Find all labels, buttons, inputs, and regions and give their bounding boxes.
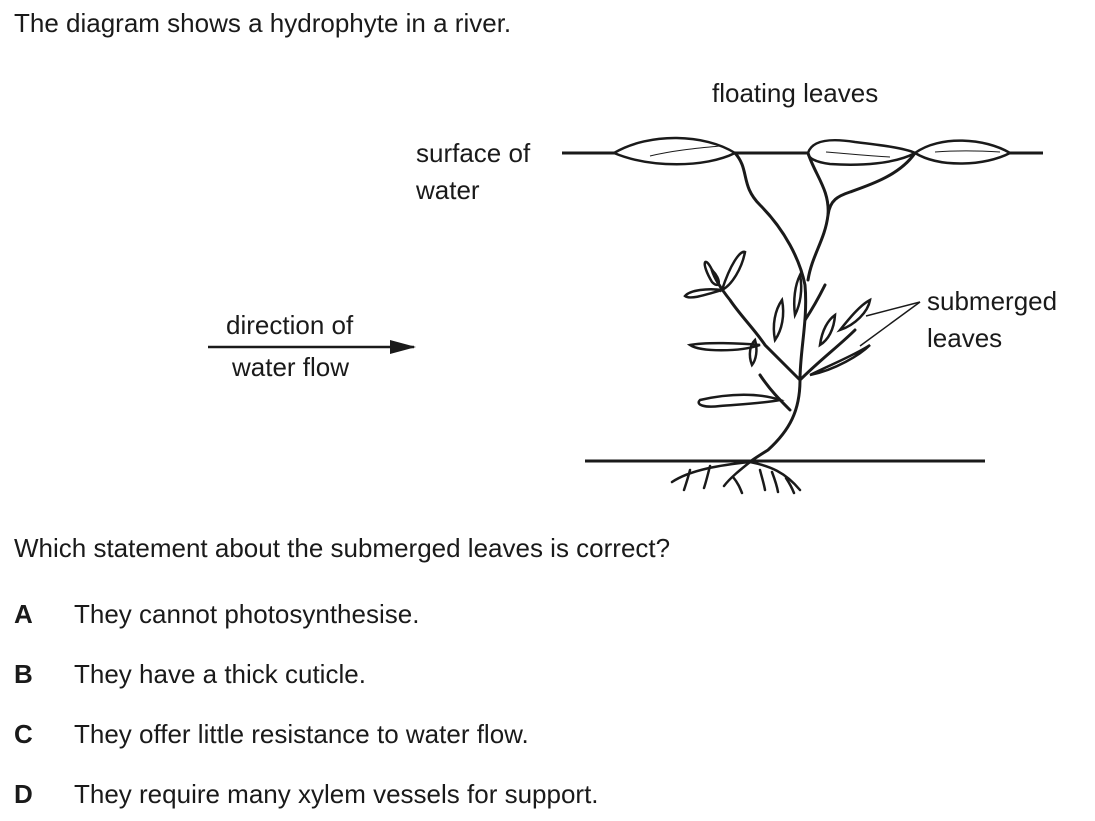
option-text: They have a thick cuticle. [74,659,366,689]
hydrophyte-diagram: floating leaves surface of water directi… [208,78,1057,495]
floating-leaf-right [912,139,1013,165]
option-text: They cannot photosynthesise. [74,599,420,629]
surface-label-line2: water [415,175,480,205]
option-letter: D [14,779,33,809]
floating-leaves-label: floating leaves [712,78,878,108]
option-d[interactable]: D They require many xylem vessels for su… [14,777,599,811]
plant-stems [710,151,917,464]
question-text: Which statement about the submerged leav… [14,533,671,563]
option-letter: A [14,599,33,629]
option-letter: C [14,719,33,749]
option-letter: B [14,659,33,689]
option-a[interactable]: A They cannot photosynthesise. [14,597,419,631]
option-b[interactable]: B They have a thick cuticle. [14,657,366,691]
floating-leaf-middle [806,138,918,166]
flow-label-line1: direction of [226,310,354,340]
option-text: They require many xylem vessels for supp… [74,779,599,809]
submerged-label-line2: leaves [927,323,1002,353]
plant-roots [670,460,802,495]
surface-label-line1: surface of [416,138,531,168]
submerged-leaves [683,250,872,408]
floating-leaf-left [611,136,738,166]
submerged-label-line1: submerged [927,286,1057,316]
submerged-leaves-pointers [859,301,921,347]
flow-label-line2: water flow [231,352,349,382]
option-c[interactable]: C They offer little resistance to water … [14,717,529,751]
option-text: They offer little resistance to water fl… [74,719,529,749]
intro-text: The diagram shows a hydrophyte in a rive… [14,8,512,38]
